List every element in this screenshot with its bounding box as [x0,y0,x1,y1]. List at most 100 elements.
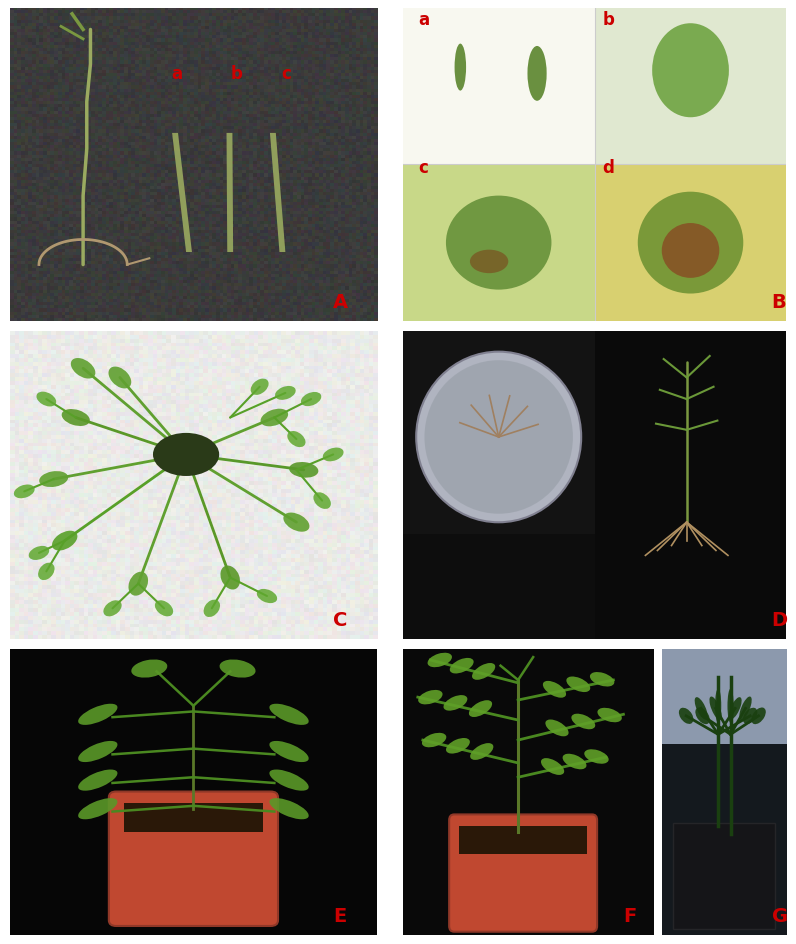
Ellipse shape [131,660,167,678]
FancyBboxPatch shape [459,826,587,854]
Ellipse shape [220,565,240,590]
Ellipse shape [598,708,622,722]
Ellipse shape [108,366,131,389]
Ellipse shape [528,46,547,101]
Ellipse shape [695,697,708,719]
Ellipse shape [450,658,474,673]
Ellipse shape [322,447,344,462]
Text: G: G [771,907,788,926]
Ellipse shape [743,708,758,724]
Bar [403,331,595,534]
Ellipse shape [455,43,466,91]
Ellipse shape [29,546,49,560]
Ellipse shape [679,708,693,724]
Ellipse shape [153,433,219,476]
Ellipse shape [728,688,734,723]
Text: c: c [418,159,428,177]
Ellipse shape [572,714,595,730]
Bar [595,8,786,164]
Text: E: E [334,907,346,926]
Ellipse shape [638,192,743,294]
Ellipse shape [446,195,552,290]
Ellipse shape [715,688,721,723]
Ellipse shape [128,572,148,596]
Ellipse shape [275,386,295,400]
Ellipse shape [446,738,470,753]
Ellipse shape [696,707,710,724]
Ellipse shape [78,741,118,762]
Bar [595,164,786,321]
Ellipse shape [709,697,722,720]
Ellipse shape [424,361,573,514]
Bar [595,331,786,639]
Ellipse shape [269,769,309,791]
Ellipse shape [39,471,68,487]
Ellipse shape [220,660,256,678]
Ellipse shape [287,431,306,447]
Ellipse shape [251,379,268,395]
Ellipse shape [14,484,35,498]
Ellipse shape [739,697,751,720]
Text: B: B [771,293,786,312]
Text: F: F [623,907,637,926]
Ellipse shape [729,697,742,719]
Ellipse shape [269,798,309,819]
Ellipse shape [652,24,729,117]
Ellipse shape [472,663,495,680]
Ellipse shape [269,741,309,762]
FancyBboxPatch shape [109,791,278,926]
Text: b: b [230,65,242,83]
Ellipse shape [61,409,90,426]
Ellipse shape [661,223,720,278]
Text: b: b [603,11,615,29]
Ellipse shape [204,599,220,617]
Ellipse shape [567,677,590,692]
Polygon shape [172,133,192,252]
Ellipse shape [470,743,494,760]
Ellipse shape [269,703,309,725]
Ellipse shape [260,409,288,427]
Ellipse shape [155,600,174,616]
Text: d: d [603,159,615,177]
Ellipse shape [584,750,609,764]
Ellipse shape [418,690,443,704]
Text: a: a [418,11,429,29]
Ellipse shape [37,392,57,407]
Ellipse shape [314,492,331,509]
Ellipse shape [543,681,566,698]
FancyBboxPatch shape [123,803,263,832]
Ellipse shape [416,352,581,522]
Ellipse shape [751,707,766,724]
Ellipse shape [78,769,118,791]
Ellipse shape [443,695,467,711]
Polygon shape [227,133,233,252]
Text: c: c [282,65,291,83]
Ellipse shape [545,719,568,736]
FancyBboxPatch shape [449,815,597,932]
Ellipse shape [427,652,452,667]
Ellipse shape [52,531,77,550]
Ellipse shape [71,358,96,379]
Text: a: a [171,65,182,83]
Ellipse shape [257,589,277,603]
Ellipse shape [563,753,587,769]
Ellipse shape [469,700,492,717]
Text: A: A [334,293,349,312]
Ellipse shape [283,513,310,531]
Bar [403,8,595,164]
Text: D: D [771,611,787,630]
Ellipse shape [289,462,318,478]
Bar [403,164,595,321]
Ellipse shape [78,798,118,819]
Ellipse shape [78,703,118,725]
Ellipse shape [301,392,322,406]
Ellipse shape [422,733,447,748]
FancyBboxPatch shape [673,823,775,929]
Ellipse shape [470,249,509,273]
Polygon shape [270,133,286,252]
Text: C: C [334,611,348,630]
Ellipse shape [541,758,564,775]
Ellipse shape [38,563,55,581]
Ellipse shape [590,672,615,686]
Ellipse shape [103,600,122,616]
